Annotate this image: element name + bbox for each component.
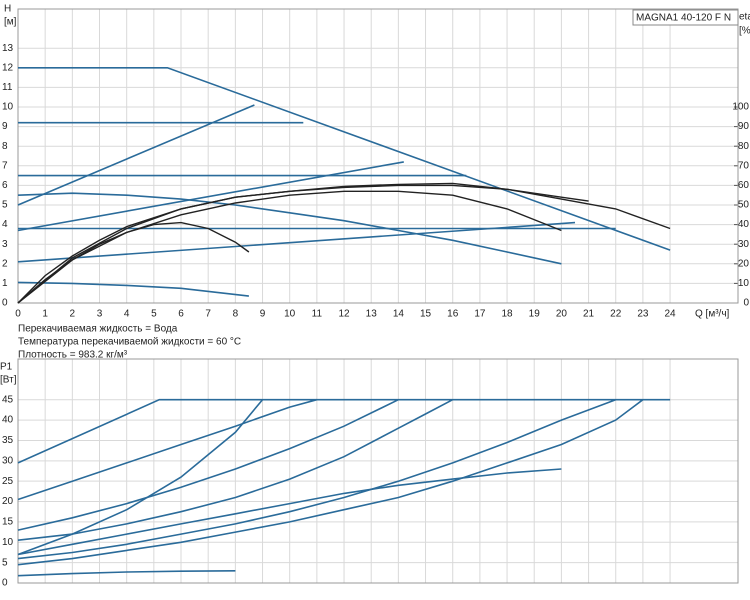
y2-tick-label: 30 (738, 239, 750, 250)
y-tick-label: 7 (2, 160, 8, 171)
curve (17, 398, 318, 501)
y-tick-label: 30 (2, 455, 14, 466)
x-tick-label: 17 (474, 309, 486, 320)
y2-tick-label: 10 (738, 278, 750, 289)
x-tick-label: 20 (556, 309, 568, 320)
y-tick-label: 0 (2, 578, 8, 589)
y-tick-label: 25 (2, 476, 14, 487)
y2-tick-label: 80 (738, 141, 750, 152)
y-tick-label: 11 (2, 82, 13, 93)
y-tick-label: 12 (2, 62, 14, 73)
y2-tick-label: 100 (732, 102, 749, 113)
y-tick-label: 40 (2, 415, 14, 426)
y-axis-label: [м] (4, 17, 17, 28)
x-tick-label: 1 (42, 309, 48, 320)
y-tick-label: 0 (2, 298, 8, 309)
x-tick-label: 3 (97, 309, 103, 320)
y-axis-label: [Вт] (0, 375, 17, 386)
y-tick-label: 5 (2, 557, 8, 568)
x-tick-label: 7 (205, 309, 211, 320)
curve (17, 161, 404, 232)
y2-axis-label: [%] (739, 26, 750, 37)
y-tick-label: 9 (2, 121, 8, 132)
y-tick-label: 8 (2, 141, 8, 152)
x-tick-label: 11 (312, 309, 323, 320)
x-tick-label: 10 (284, 309, 296, 320)
y2-tick-label: 40 (738, 219, 750, 230)
curve (17, 468, 562, 556)
x-tick-label: 0 (15, 309, 21, 320)
y2-tick-label: 0 (743, 298, 749, 309)
x-axis-label: Q [м³/ч] (695, 309, 730, 320)
y2-tick-label: 60 (738, 180, 750, 191)
y-axis-label: P1 (0, 362, 13, 373)
curve (17, 190, 562, 304)
curve (17, 281, 249, 297)
x-tick-label: 6 (178, 309, 184, 320)
y2-tick-label: 50 (738, 200, 750, 211)
curve (17, 399, 264, 556)
y-tick-label: 13 (2, 43, 14, 54)
curve (17, 184, 589, 304)
y-tick-label: 1 (2, 278, 8, 289)
plot-frame (17, 8, 739, 304)
x-tick-label: 23 (637, 309, 649, 320)
x-tick-label: 15 (420, 309, 432, 320)
y-tick-label: 10 (2, 102, 14, 113)
y2-axis-label: eta (739, 12, 750, 23)
chart-title: MAGNA1 40-120 F N (636, 13, 731, 24)
curve (17, 192, 562, 265)
y-tick-label: 5 (2, 200, 8, 211)
annotation: Температура перекачиваемой жидкости = 60… (18, 337, 241, 348)
y-tick-label: 35 (2, 435, 14, 446)
y2-tick-label: 90 (738, 121, 750, 132)
y-tick-label: 4 (2, 219, 8, 230)
title-box (632, 9, 739, 26)
x-tick-label: 9 (260, 309, 266, 320)
x-tick-label: 18 (501, 309, 513, 320)
y-axis-label: H (4, 4, 11, 15)
curve (17, 398, 671, 464)
curve (17, 221, 250, 304)
curve (17, 570, 236, 577)
x-tick-label: 2 (70, 309, 76, 320)
x-tick-label: 13 (366, 309, 378, 320)
curve (17, 104, 255, 206)
y-tick-label: 6 (2, 180, 8, 191)
y2-tick-label: 20 (738, 258, 750, 269)
x-tick-label: 4 (124, 309, 130, 320)
x-tick-label: 21 (583, 309, 595, 320)
y-tick-label: 3 (2, 239, 8, 250)
y-tick-label: 15 (2, 517, 14, 528)
annotation: Плотность = 983.2 кг/м³ (18, 350, 128, 361)
plot-frame (17, 358, 739, 584)
x-tick-label: 24 (665, 309, 677, 320)
curve (17, 398, 616, 560)
x-tick-label: 19 (529, 309, 541, 320)
x-tick-label: 8 (233, 309, 239, 320)
y-tick-label: 10 (2, 537, 14, 548)
curve (17, 398, 399, 531)
x-tick-label: 14 (393, 309, 405, 320)
x-tick-label: 5 (151, 309, 157, 320)
y2-tick-label: 70 (738, 160, 750, 171)
annotation: Перекачиваемая жидкость = Вода (18, 324, 178, 335)
y-tick-label: 45 (2, 394, 14, 405)
x-tick-label: 22 (610, 309, 622, 320)
x-tick-label: 16 (447, 309, 459, 320)
curve (17, 398, 454, 541)
y-tick-label: 20 (2, 496, 14, 507)
y-tick-label: 2 (2, 258, 8, 269)
curve (17, 399, 644, 566)
x-tick-label: 12 (338, 309, 350, 320)
